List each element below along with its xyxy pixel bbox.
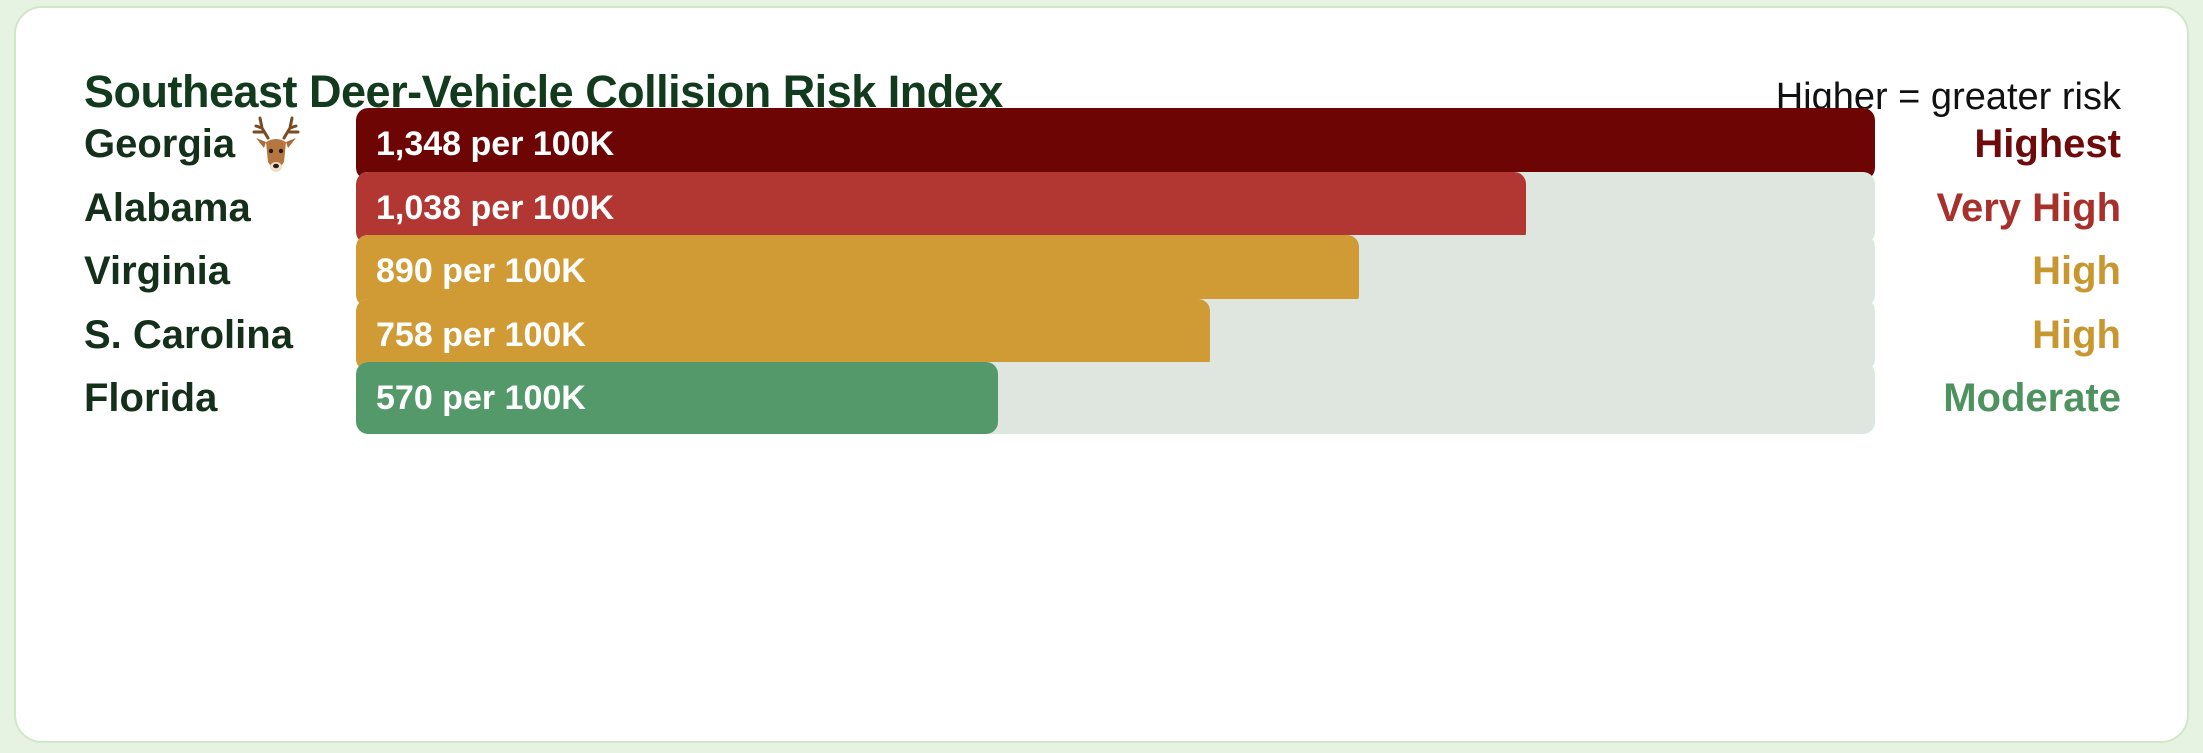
category-label-alabama: Alabama xyxy=(84,185,251,230)
value-label-florida: 570 per 100K xyxy=(376,379,586,417)
bar-row-virginia: Virginia 890 per 100K High xyxy=(16,235,2187,307)
bar-row-florida: Florida 570 per 100K Moderate xyxy=(16,362,2187,434)
category-label-virginia: Virginia xyxy=(84,249,230,293)
bar-alabama: 1,038 per 100K xyxy=(356,171,1526,244)
bar-track-florida: 570 per 100K xyxy=(356,362,1875,434)
risk-level-virginia: High xyxy=(2032,249,2121,293)
bar-s-carolina: 758 per 100K xyxy=(356,298,1211,371)
value-label-virginia: 890 per 100K xyxy=(376,252,586,290)
category-label-georgia: Georgia xyxy=(84,122,236,166)
bar-track-s-carolina: 758 per 100K xyxy=(356,298,1875,371)
bar-row-alabama: Alabama 1,038 per 100K Very High xyxy=(16,171,2187,244)
bar-florida: 570 per 100K xyxy=(356,362,999,434)
risk-level-florida: Moderate xyxy=(1943,376,2121,420)
bar-row-georgia: Georgia 1,348 per 100K Highest xyxy=(16,108,2187,180)
bar-virginia: 890 per 100K xyxy=(356,235,1359,307)
bar-row-s-carolina: S. Carolina 758 per 100K High xyxy=(16,298,2187,371)
deer-head-icon xyxy=(252,116,300,172)
bar-track-georgia: 1,348 per 100K xyxy=(356,108,1875,180)
risk-level-s-carolina: High xyxy=(2032,312,2121,357)
value-label-s-carolina: 758 per 100K xyxy=(376,315,586,354)
risk-level-georgia: Highest xyxy=(1974,122,2121,166)
risk-level-alabama: Very High xyxy=(1936,185,2121,230)
value-label-georgia: 1,348 per 100K xyxy=(376,125,615,163)
bar-georgia: 1,348 per 100K xyxy=(356,108,1875,180)
bar-track-alabama: 1,038 per 100K xyxy=(356,171,1875,244)
value-label-alabama: 1,038 per 100K xyxy=(376,188,615,227)
category-label-florida: Florida xyxy=(84,376,218,420)
bar-track-virginia: 890 per 100K xyxy=(356,235,1875,307)
category-label-s-carolina: S. Carolina xyxy=(84,312,293,357)
chart-card: Southeast Deer-Vehicle Collision Risk In… xyxy=(14,6,2189,743)
